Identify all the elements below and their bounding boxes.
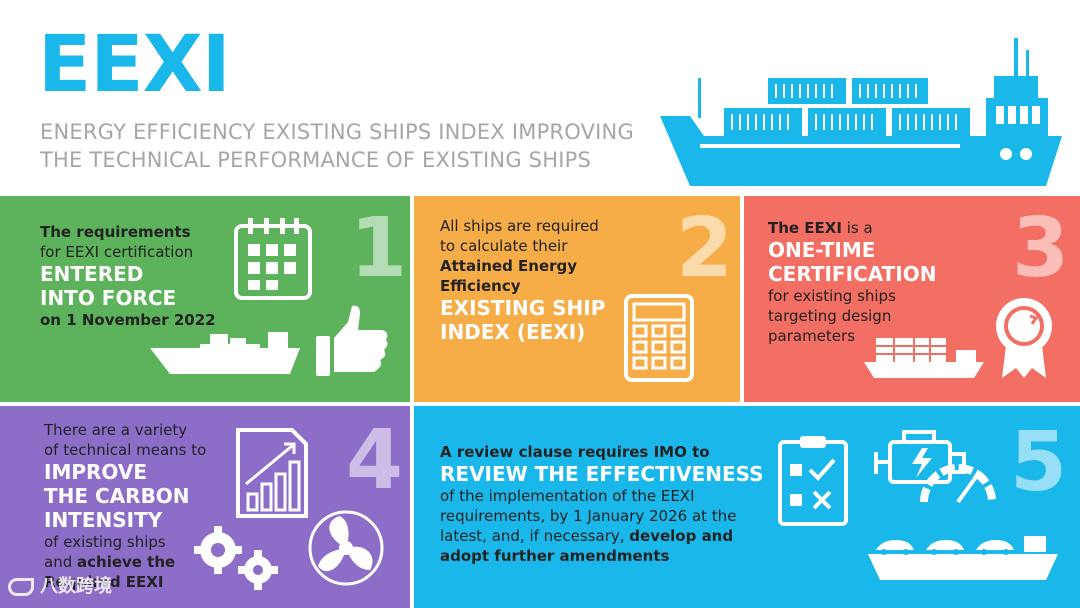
text-line: latest, and, if necessary, xyxy=(440,527,630,545)
checklist-icon xyxy=(778,436,848,526)
panel-number: 3 xyxy=(1012,201,1070,296)
text-line: is a xyxy=(841,219,873,237)
cargo-ship-icon xyxy=(150,332,300,374)
container-ship-icon xyxy=(864,338,984,378)
subtitle-line-1: ENERGY EFFICIENCY EXISTING SHIPS INDEX I… xyxy=(40,120,634,144)
text-line: for EEXI certification xyxy=(40,243,194,261)
text-line: parameters xyxy=(768,327,856,345)
panel-text: A review clause requires IMO to REVIEW T… xyxy=(440,442,764,566)
text-line: There are a variety xyxy=(44,421,188,439)
engine-icon xyxy=(874,430,966,484)
highlight-text: INTO FORCE xyxy=(40,286,177,310)
watermark-text: 八数跨境 xyxy=(40,576,112,597)
highlight-text: ONE-TIME xyxy=(768,238,876,262)
text-line: of the implementation of the EEXI xyxy=(440,487,695,505)
panel-4: 4 There are a variety of technical means… xyxy=(0,406,410,608)
text-line: All ships are required xyxy=(440,217,599,235)
gauge-icon xyxy=(920,464,996,504)
text-line: Required EEXI xyxy=(44,573,164,591)
car-carrier-icon xyxy=(868,536,1058,580)
panel-2: 2 All ships are required to calculate th… xyxy=(414,196,740,402)
text-line: adopt further amendments xyxy=(440,547,670,565)
panel-text: There are a variety of technical means t… xyxy=(44,420,206,592)
highlight-text: ENTERED xyxy=(40,262,144,286)
growth-chart-icon xyxy=(236,428,308,518)
page-title: EEXI xyxy=(38,20,231,110)
highlight-text: EXISTING SHIP xyxy=(440,296,606,320)
calendar-icon xyxy=(234,218,312,300)
text-line: of technical means to xyxy=(44,441,207,459)
panel-number: 5 xyxy=(1010,415,1068,510)
watermark-logo-icon xyxy=(8,578,34,596)
ship-icon xyxy=(660,38,1062,186)
text-line: to calculate their xyxy=(440,237,568,255)
certificate-badge-icon xyxy=(996,298,1052,378)
page-subtitle: ENERGY EFFICIENCY EXISTING SHIPS INDEX I… xyxy=(40,118,680,174)
watermark: 八数跨境 xyxy=(8,572,112,598)
text-line: Attained Energy xyxy=(440,257,578,275)
text-line: A review clause requires IMO to xyxy=(440,443,710,461)
panel-number: 4 xyxy=(346,413,404,508)
text-line: on 1 November 2022 xyxy=(40,311,216,329)
panel-text: The EEXI is a ONE-TIME CERTIFICATION for… xyxy=(768,218,936,346)
text-line: targeting design xyxy=(768,307,892,325)
text-line: The requirements xyxy=(40,223,191,241)
panel-5: 5 A review clause requires IMO to REVIEW… xyxy=(414,406,1080,608)
calculator-icon xyxy=(624,294,694,382)
text-line: achieve the xyxy=(77,553,176,571)
propeller-icon xyxy=(308,510,384,586)
panel-3: 3 The EEXI is a ONE-TIME CERTIFICATION f… xyxy=(744,196,1080,402)
panel-1: 1 The requirements for EEXI certificatio… xyxy=(0,196,410,402)
highlight-text: INDEX (EEXI) xyxy=(440,320,586,344)
gears-icon xyxy=(194,526,278,590)
subtitle-line-2: THE TECHNICAL PERFORMANCE OF EXISTING SH… xyxy=(40,148,591,172)
text-line: and xyxy=(44,553,77,571)
panel-text: The requirements for EEXI certification … xyxy=(40,222,216,330)
text-line: requirements, by 1 January 2026 at the xyxy=(440,507,737,525)
highlight-text: IMPROVE xyxy=(44,460,148,484)
highlight-text: REVIEW THE EFFECTIVENESS xyxy=(440,462,764,486)
text-line: Efficiency xyxy=(440,277,521,295)
highlight-text: THE CARBON xyxy=(44,484,190,508)
text-line: for existing ships xyxy=(768,287,896,305)
highlight-text: INTENSITY xyxy=(44,508,163,532)
panel-number: 1 xyxy=(350,201,408,296)
text-line: of existing ships xyxy=(44,533,166,551)
highlight-text: CERTIFICATION xyxy=(768,262,937,286)
text-line: The EEXI xyxy=(768,219,842,237)
text-line: develop and xyxy=(629,527,734,545)
panel-text: All ships are required to calculate thei… xyxy=(440,216,605,344)
thumbs-up-icon xyxy=(316,305,388,376)
panel-number: 2 xyxy=(676,201,734,296)
